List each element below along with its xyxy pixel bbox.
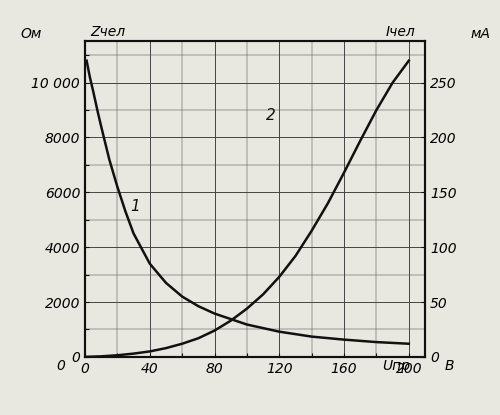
Text: мА: мА bbox=[470, 27, 490, 42]
Text: В: В bbox=[445, 359, 454, 373]
Text: 2: 2 bbox=[266, 108, 276, 123]
Text: 1: 1 bbox=[130, 198, 140, 214]
Text: 0: 0 bbox=[56, 359, 65, 373]
Text: Ом: Ом bbox=[20, 27, 42, 42]
Text: Zчел: Zчел bbox=[90, 25, 125, 39]
Text: Uпр: Uпр bbox=[382, 359, 410, 373]
Text: Iчел: Iчел bbox=[385, 25, 415, 39]
